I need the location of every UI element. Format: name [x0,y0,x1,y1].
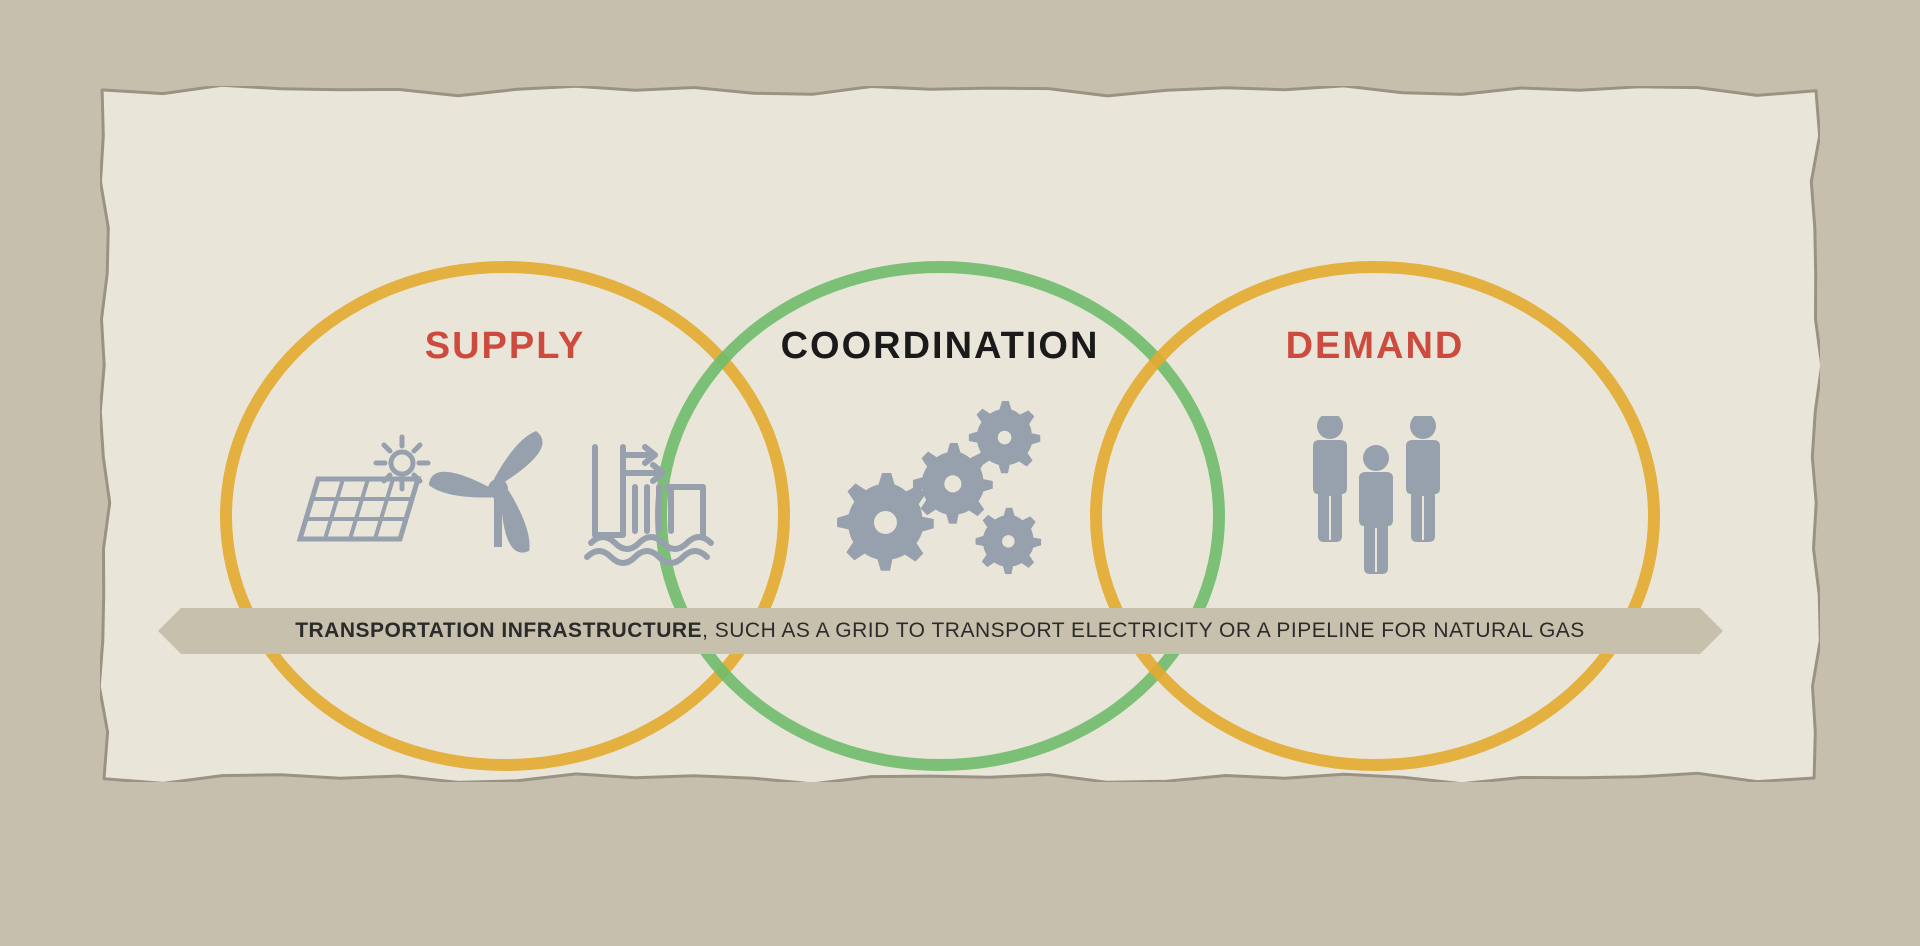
gears-icon [790,391,1090,611]
people-icon [1265,416,1485,596]
transportation-banner-text-wrap: TRANSPORTATION INFRASTRUCTURE, SUCH AS A… [158,608,1723,654]
solar-panel-icon [300,437,428,539]
transportation-banner-text: TRANSPORTATION INFRASTRUCTURE, SUCH AS A… [295,619,1585,643]
supply-energy-icons [290,421,720,581]
label-supply: SUPPLY [425,325,586,368]
diagram-canvas: SUPPLY COORDINATION DEMAND [0,0,1920,946]
label-coordination: COORDINATION [781,325,1100,368]
label-demand: DEMAND [1286,325,1465,368]
wind-turbine-icon [426,431,551,557]
hydro-dam-icon [587,447,711,563]
